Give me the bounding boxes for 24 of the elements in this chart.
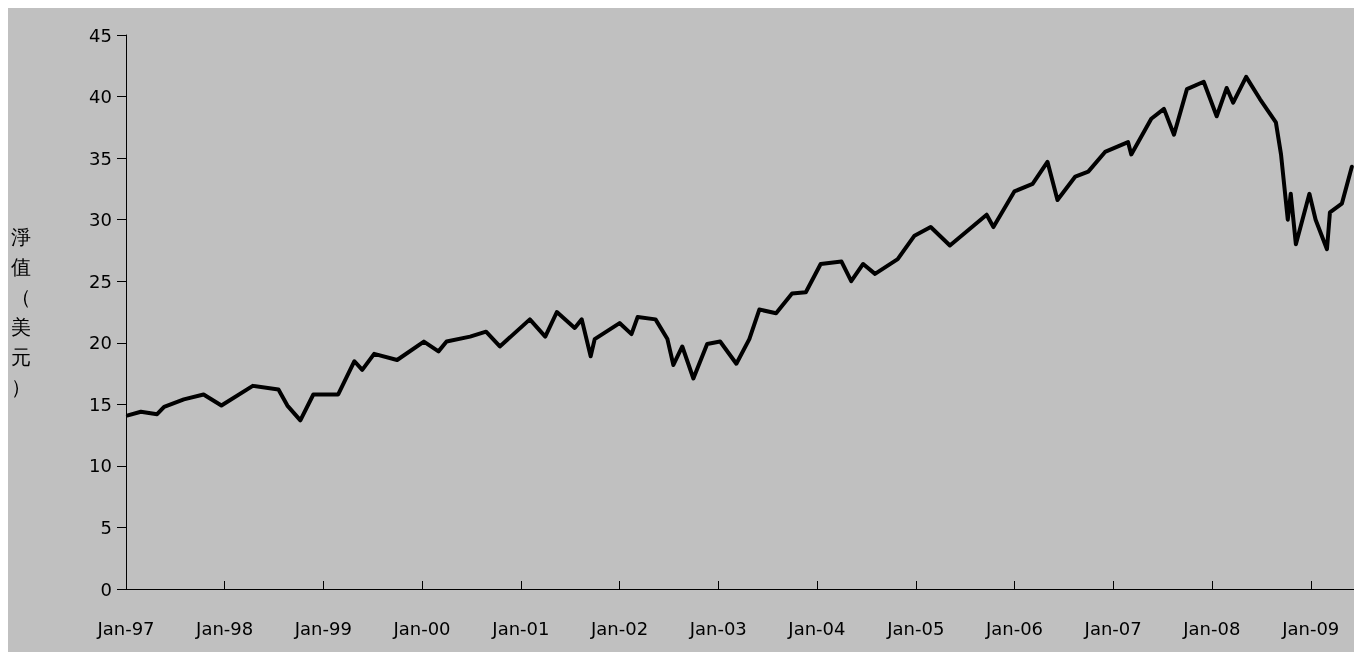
y-tick-label: 45 — [89, 24, 112, 46]
x-tick-label: Jan-05 — [886, 617, 945, 639]
y-tick-label: 25 — [89, 270, 112, 292]
y-tick-label: 5 — [100, 516, 112, 538]
x-tick-label: Jan-09 — [1281, 617, 1340, 639]
x-tick-label: Jan-04 — [787, 617, 846, 639]
x-tick-label: Jan-08 — [1182, 617, 1241, 639]
y-tick-label: 10 — [89, 455, 112, 477]
y-axis-title: 淨值（美元） — [11, 225, 31, 399]
y-tick-label: 15 — [89, 393, 112, 415]
x-tick-label: Jan-01 — [491, 617, 550, 639]
x-tick-label: Jan-99 — [293, 617, 352, 639]
y-tick-label: 30 — [89, 209, 112, 231]
y-tick-label: 35 — [89, 147, 112, 169]
x-tick-label: Jan-03 — [688, 617, 747, 639]
y-tick-label: 40 — [89, 86, 112, 108]
x-tick-label: Jan-06 — [984, 617, 1044, 639]
y-tick-label: 0 — [100, 578, 112, 600]
x-tick-label: Jan-00 — [392, 617, 451, 639]
x-tick-label: Jan-07 — [1083, 617, 1142, 639]
x-tick-label: Jan-02 — [590, 617, 649, 639]
x-tick-label: Jan-98 — [195, 617, 254, 639]
x-tick-label: Jan-97 — [96, 617, 155, 639]
y-tick-label: 20 — [89, 332, 112, 354]
